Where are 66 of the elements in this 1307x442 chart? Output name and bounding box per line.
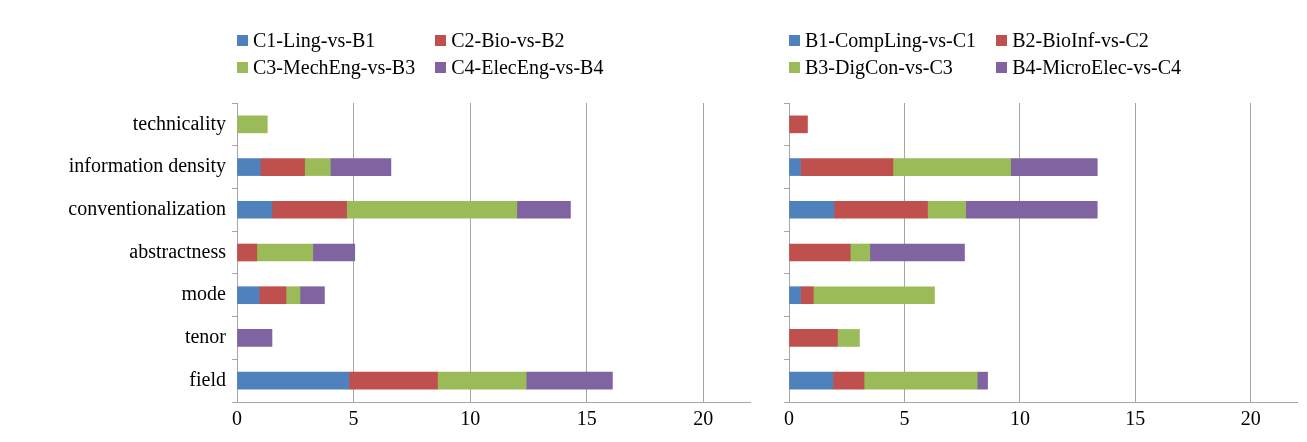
bar: [237, 115, 268, 134]
x-tick-label: 20: [1240, 407, 1261, 430]
bar: [863, 371, 978, 390]
x-tick-label: 15: [1125, 407, 1146, 430]
bar: [789, 286, 801, 305]
bar: [525, 371, 613, 390]
bar: [800, 286, 814, 305]
x-tick-label: 5: [348, 407, 359, 430]
bar: [927, 200, 966, 219]
y-tick-label: mode: [181, 282, 227, 305]
bar: [304, 158, 331, 176]
bar: [346, 200, 518, 219]
bar: [892, 158, 1011, 176]
legend-label: B2-BioInf-vs-C2: [1012, 29, 1149, 52]
bar: [789, 371, 834, 390]
bar: [285, 286, 301, 305]
bar: [348, 371, 438, 390]
bar: [237, 371, 350, 390]
bar: [312, 243, 356, 262]
legend-label: C3-MechEng-vs-B3: [253, 56, 416, 79]
bar: [833, 200, 928, 219]
y-tick-label: tenor: [184, 325, 227, 348]
bar: [965, 200, 1098, 219]
y-tick-label: information density: [68, 154, 226, 178]
bar: [516, 200, 571, 219]
bar: [329, 158, 392, 176]
bar: [832, 371, 865, 390]
bar: [259, 158, 305, 176]
bar: [789, 329, 838, 347]
bar: [271, 200, 347, 219]
legend-label: B3-DigCon-vs-C3: [805, 56, 953, 79]
bar: [789, 243, 851, 262]
bar: [789, 115, 808, 134]
x-tick-label: 5: [899, 407, 910, 430]
legend-label: C4-ElecEng-vs-B4: [451, 56, 604, 79]
legend-label: C2-Bio-vs-B2: [451, 29, 565, 52]
bar: [869, 243, 965, 262]
bar: [800, 158, 894, 176]
x-tick-label: 10: [460, 407, 481, 430]
legend-label: C1-Ling-vs-B1: [253, 29, 376, 52]
bar: [789, 200, 835, 219]
bar: [849, 243, 871, 262]
x-tick-label: 15: [576, 407, 597, 430]
legend-label: B4-MicroElec-vs-C4: [1012, 56, 1181, 79]
x-tick-label: 20: [693, 407, 714, 430]
bar: [812, 286, 935, 305]
x-tick-label: 0: [232, 407, 242, 430]
bar: [789, 158, 801, 176]
bar: [237, 158, 261, 176]
bar: [258, 286, 287, 305]
bar: [256, 243, 314, 262]
bar: [237, 329, 273, 347]
bar: [1010, 158, 1098, 176]
y-tick-label: conventionalization: [68, 197, 226, 220]
bar: [837, 329, 860, 347]
bar: [237, 286, 260, 305]
x-tick-label: 0: [784, 407, 794, 430]
y-tick-label: technicality: [132, 111, 226, 135]
y-tick-label: abstractness: [129, 239, 227, 262]
legend-label: B1-CompLing-vs-C1: [805, 29, 977, 52]
x-tick-label: 10: [1009, 407, 1030, 430]
bar: [237, 200, 273, 219]
y-tick-label: field: [189, 367, 226, 390]
bar: [299, 286, 325, 305]
bar: [437, 371, 527, 390]
bar: [237, 243, 258, 262]
